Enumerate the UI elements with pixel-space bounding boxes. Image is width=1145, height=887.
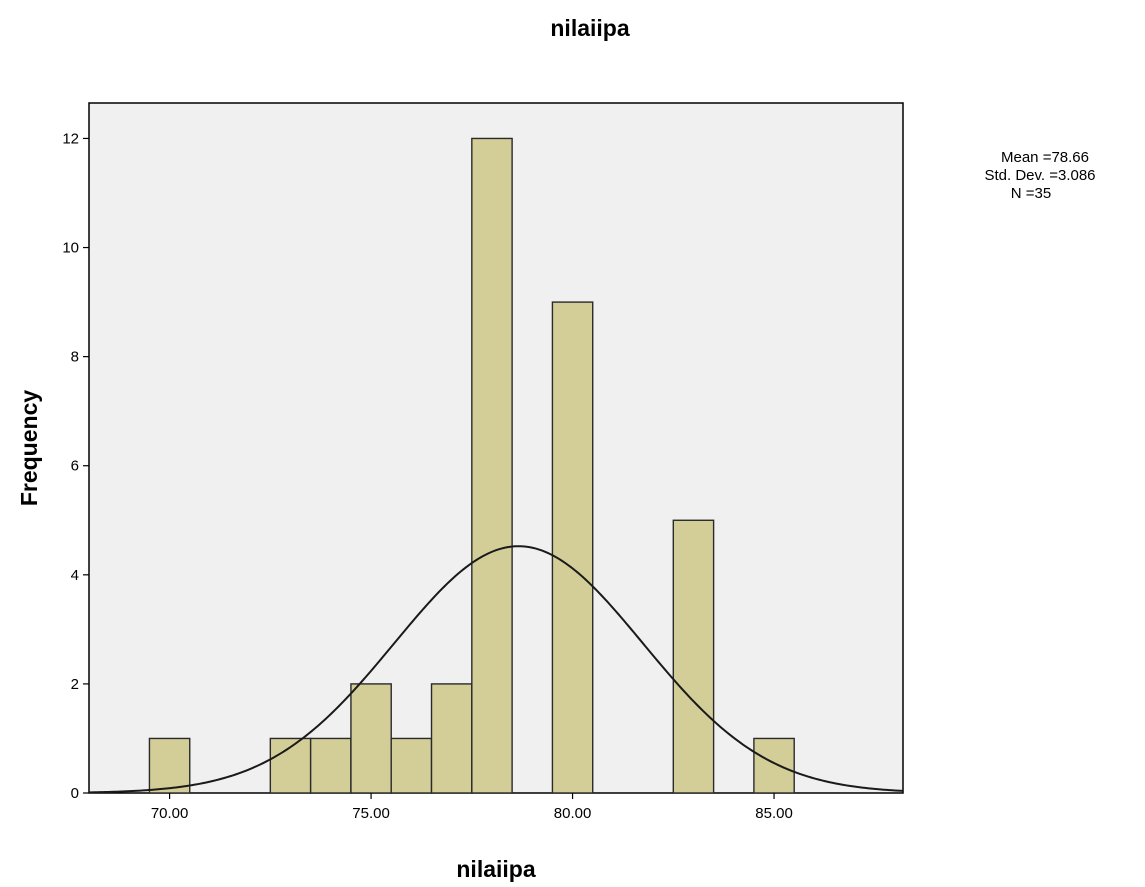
x-axis: 70.00 75.00 80.00 85.00 xyxy=(151,793,793,822)
normal-distribution-curve xyxy=(88,545,904,794)
histogram-bar xyxy=(471,137,513,794)
x-tick-label: 70.00 xyxy=(151,805,189,822)
x-tick-label: 85.00 xyxy=(755,805,793,822)
y-tick-label: 6 xyxy=(71,458,79,475)
histogram-bar xyxy=(148,737,191,794)
histogram-bar xyxy=(672,519,715,794)
histogram-bar xyxy=(430,683,473,794)
histogram-bar xyxy=(390,737,433,794)
histogram-bar xyxy=(753,737,795,794)
stats-std-dev: Std. Dev. =3.086 xyxy=(984,167,1095,184)
y-tick-label: 2 xyxy=(71,676,79,693)
histogram-bar xyxy=(551,301,594,794)
y-tick-label: 10 xyxy=(62,240,79,257)
chart-title: nilaiipa xyxy=(550,15,629,41)
y-tick-label: 12 xyxy=(62,130,79,147)
y-tick-label: 4 xyxy=(71,567,79,584)
y-axis-label: Frequency xyxy=(16,390,42,507)
y-tick-label: 0 xyxy=(71,785,79,802)
stats-n: N =35 xyxy=(1011,185,1051,202)
x-tick-label: 75.00 xyxy=(352,805,390,822)
histogram-bar xyxy=(350,683,392,794)
stats-box: Mean =78.66 Std. Dev. =3.086 N =35 xyxy=(984,149,1095,202)
y-tick-label: 8 xyxy=(71,349,79,366)
y-axis: 0 2 4 6 8 10 12 xyxy=(62,130,89,802)
histogram-bar xyxy=(309,737,352,794)
stats-mean: Mean =78.66 xyxy=(1001,149,1089,166)
x-tick-label: 80.00 xyxy=(554,805,592,822)
x-axis-label: nilaiipa xyxy=(456,856,535,882)
